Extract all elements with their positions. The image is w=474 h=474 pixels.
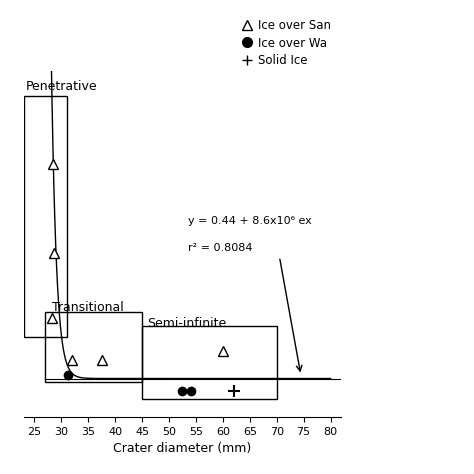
Bar — [24, 96, 67, 337]
Text: y = 0.44 + 8.6x10⁶ ex: y = 0.44 + 8.6x10⁶ ex — [188, 216, 311, 226]
Bar — [142, 326, 277, 399]
Text: Transitional: Transitional — [52, 301, 123, 314]
Text: Penetrative: Penetrative — [25, 80, 97, 93]
Legend: Ice over San, Ice over Wa, Solid Ice: Ice over San, Ice over Wa, Solid Ice — [237, 15, 336, 72]
Text: r² = 0.8084: r² = 0.8084 — [188, 243, 252, 254]
Text: Semi-infinite: Semi-infinite — [147, 317, 227, 330]
X-axis label: Crater diameter (mm): Crater diameter (mm) — [113, 442, 252, 456]
Bar — [45, 312, 142, 382]
